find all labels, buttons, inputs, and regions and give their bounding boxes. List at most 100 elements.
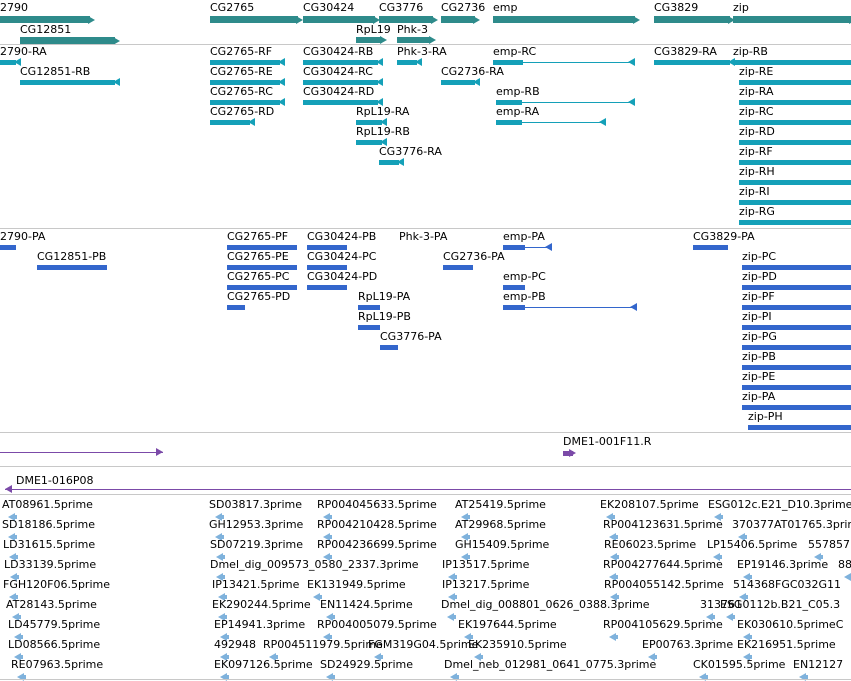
transcript-glyph[interactable] bbox=[20, 80, 115, 85]
est-glyph[interactable] bbox=[223, 615, 227, 619]
protein-glyph[interactable] bbox=[307, 285, 347, 290]
est-glyph[interactable] bbox=[615, 595, 619, 599]
est-glyph[interactable] bbox=[225, 675, 229, 679]
protein-glyph[interactable] bbox=[503, 305, 525, 310]
protein-glyph[interactable] bbox=[380, 345, 398, 350]
protein-glyph[interactable] bbox=[742, 345, 851, 350]
est-glyph[interactable] bbox=[328, 635, 332, 639]
est-glyph[interactable] bbox=[13, 535, 17, 539]
transcript-glyph[interactable] bbox=[739, 160, 851, 165]
est-glyph[interactable] bbox=[328, 535, 332, 539]
est-glyph[interactable] bbox=[379, 655, 383, 659]
transcript-glyph[interactable] bbox=[210, 60, 280, 65]
est-glyph[interactable] bbox=[804, 675, 808, 679]
gene-glyph[interactable] bbox=[397, 37, 431, 43]
est-glyph[interactable] bbox=[318, 595, 322, 599]
protein-glyph[interactable] bbox=[742, 405, 851, 410]
est-glyph[interactable] bbox=[719, 515, 723, 519]
est-glyph[interactable] bbox=[653, 655, 657, 659]
transcript-glyph[interactable] bbox=[654, 60, 730, 65]
transcript-glyph[interactable] bbox=[733, 60, 851, 65]
est-glyph[interactable] bbox=[14, 595, 18, 599]
est-glyph[interactable] bbox=[744, 595, 748, 599]
protein-glyph[interactable] bbox=[307, 245, 347, 250]
est-glyph[interactable] bbox=[225, 635, 229, 639]
est-glyph[interactable] bbox=[614, 575, 618, 579]
est-glyph[interactable] bbox=[22, 675, 26, 679]
transcript-glyph[interactable] bbox=[210, 120, 250, 125]
transcript-glyph[interactable] bbox=[496, 100, 522, 105]
gene-glyph[interactable] bbox=[441, 16, 475, 23]
gene-glyph[interactable] bbox=[379, 16, 433, 23]
protein-glyph[interactable] bbox=[742, 305, 851, 310]
est-glyph[interactable] bbox=[469, 635, 473, 639]
clone-glyph[interactable] bbox=[563, 451, 573, 456]
est-glyph[interactable] bbox=[455, 675, 459, 679]
gene-glyph[interactable] bbox=[733, 16, 851, 23]
transcript-glyph[interactable] bbox=[356, 120, 382, 125]
gene-glyph[interactable] bbox=[654, 16, 730, 23]
est-glyph[interactable] bbox=[743, 535, 747, 539]
protein-glyph[interactable] bbox=[748, 425, 851, 430]
est-glyph[interactable] bbox=[466, 515, 470, 519]
protein-glyph[interactable] bbox=[227, 305, 245, 310]
est-glyph[interactable] bbox=[614, 535, 618, 539]
gene-glyph[interactable] bbox=[356, 37, 382, 43]
transcript-glyph[interactable] bbox=[496, 120, 522, 125]
protein-glyph[interactable] bbox=[742, 325, 851, 330]
protein-glyph[interactable] bbox=[0, 245, 16, 250]
est-glyph[interactable] bbox=[731, 615, 735, 619]
gene-glyph[interactable] bbox=[20, 37, 115, 44]
est-glyph[interactable] bbox=[611, 515, 615, 519]
protein-glyph[interactable] bbox=[742, 385, 851, 390]
est-glyph[interactable] bbox=[704, 675, 708, 679]
transcript-glyph[interactable] bbox=[493, 60, 523, 65]
est-glyph[interactable] bbox=[15, 575, 19, 579]
est-glyph[interactable] bbox=[748, 575, 752, 579]
est-glyph[interactable] bbox=[328, 515, 332, 519]
est-glyph[interactable] bbox=[331, 675, 335, 679]
transcript-glyph[interactable] bbox=[441, 80, 475, 85]
transcript-glyph[interactable] bbox=[739, 120, 851, 125]
transcript-glyph[interactable] bbox=[739, 80, 851, 85]
gene-glyph[interactable] bbox=[493, 16, 635, 23]
transcript-glyph[interactable] bbox=[303, 80, 378, 85]
protein-glyph[interactable] bbox=[443, 265, 473, 270]
transcript-glyph[interactable] bbox=[739, 180, 851, 185]
est-glyph[interactable] bbox=[453, 575, 457, 579]
protein-glyph[interactable] bbox=[307, 265, 347, 270]
transcript-glyph[interactable] bbox=[379, 160, 399, 165]
transcript-glyph[interactable] bbox=[739, 220, 851, 225]
transcript-glyph[interactable] bbox=[303, 60, 378, 65]
transcript-glyph[interactable] bbox=[739, 200, 851, 205]
protein-glyph[interactable] bbox=[742, 365, 851, 370]
est-glyph[interactable] bbox=[331, 615, 335, 619]
est-glyph[interactable] bbox=[225, 655, 229, 659]
est-glyph[interactable] bbox=[223, 595, 227, 599]
protein-glyph[interactable] bbox=[742, 265, 851, 270]
protein-glyph[interactable] bbox=[358, 325, 380, 330]
transcript-glyph[interactable] bbox=[210, 80, 280, 85]
est-glyph[interactable] bbox=[819, 555, 823, 559]
est-glyph[interactable] bbox=[466, 555, 470, 559]
est-glyph[interactable] bbox=[748, 635, 752, 639]
est-glyph[interactable] bbox=[221, 555, 225, 559]
protein-glyph[interactable] bbox=[37, 265, 107, 270]
transcript-glyph[interactable] bbox=[0, 60, 16, 65]
est-glyph[interactable] bbox=[711, 615, 715, 619]
protein-glyph[interactable] bbox=[227, 245, 297, 250]
est-glyph[interactable] bbox=[17, 615, 21, 619]
protein-glyph[interactable] bbox=[227, 265, 297, 270]
gene-glyph[interactable] bbox=[210, 16, 298, 23]
est-glyph[interactable] bbox=[452, 615, 456, 619]
gene-glyph[interactable] bbox=[303, 16, 375, 23]
protein-glyph[interactable] bbox=[503, 245, 525, 250]
est-glyph[interactable] bbox=[479, 655, 483, 659]
est-glyph[interactable] bbox=[718, 555, 722, 559]
est-glyph[interactable] bbox=[615, 555, 619, 559]
est-glyph[interactable] bbox=[220, 535, 224, 539]
est-glyph[interactable] bbox=[220, 515, 224, 519]
est-glyph[interactable] bbox=[274, 655, 278, 659]
protein-glyph[interactable] bbox=[693, 245, 728, 250]
est-glyph[interactable] bbox=[221, 575, 225, 579]
